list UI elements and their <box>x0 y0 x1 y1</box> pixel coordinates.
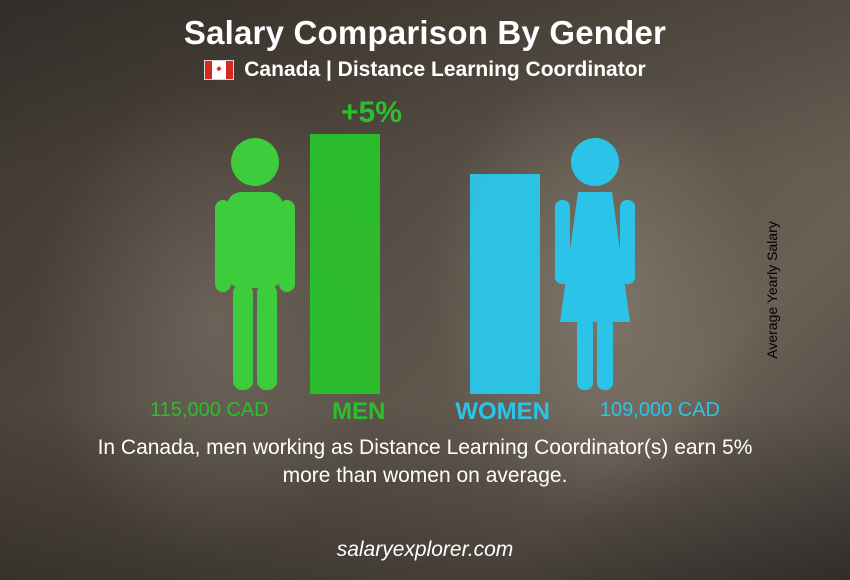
summary-text: In Canada, men working as Distance Learn… <box>0 434 850 491</box>
women-bar <box>470 174 540 394</box>
job-title-label: Distance Learning Coordinator <box>338 58 646 81</box>
infographic-content: Salary Comparison By Gender Canada | Dis… <box>0 0 850 580</box>
women-salary-value: 109,000 CAD <box>600 399 720 422</box>
canada-flag-icon <box>204 60 234 80</box>
y-axis-label: Average Yearly Salary <box>763 221 779 359</box>
country-label: Canada <box>244 58 320 81</box>
chart-area: +5% <box>0 92 850 432</box>
men-category-label: MEN <box>332 398 385 426</box>
subtitle-row: Canada | Distance Learning Coordinator <box>0 58 850 82</box>
female-figure-icon <box>540 134 650 394</box>
separator: | <box>320 58 338 81</box>
percentage-difference-label: +5% <box>341 96 402 130</box>
page-title: Salary Comparison By Gender <box>0 0 850 52</box>
women-group <box>470 134 650 394</box>
male-figure-icon <box>200 134 310 394</box>
men-group <box>200 134 380 394</box>
men-bar <box>310 134 380 394</box>
subtitle-text: Canada | Distance Learning Coordinator <box>244 58 645 82</box>
women-category-label: WOMEN <box>455 398 550 426</box>
source-footer: salaryexplorer.com <box>0 538 850 562</box>
men-salary-value: 115,000 CAD <box>150 399 269 422</box>
maple-leaf-icon <box>214 65 224 75</box>
